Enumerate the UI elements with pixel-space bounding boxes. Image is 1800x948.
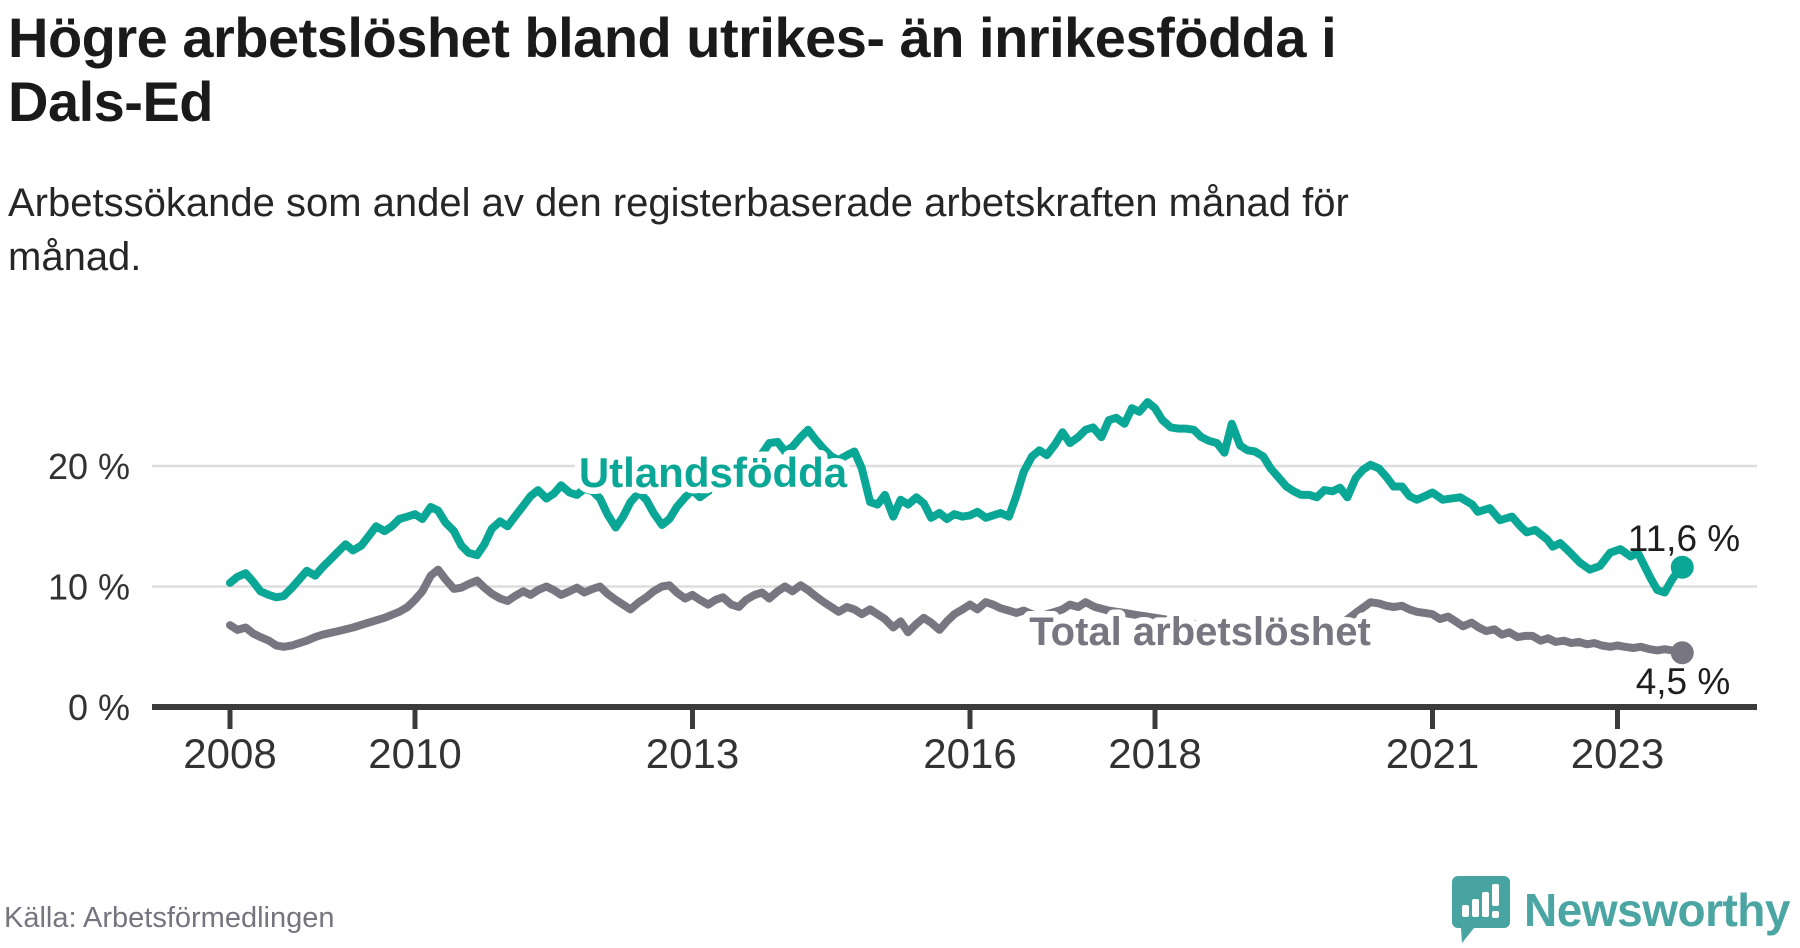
data-series — [226, 398, 1687, 657]
gridlines — [152, 464, 1757, 588]
end-dot-utlandsfodda — [1670, 555, 1694, 579]
series-label-utlandsfodda: Utlandsfödda — [579, 449, 848, 496]
x-tick-label-2021: 2021 — [1386, 730, 1479, 777]
x-axis — [152, 704, 1757, 729]
newsworthy-logo-text: Newsworthy — [1524, 884, 1790, 936]
chart-title-line1: Högre arbetslöshet bland utrikes- än inr… — [8, 6, 1337, 69]
x-tick-label-2023: 2023 — [1571, 730, 1664, 777]
newsworthy-logo: Newsworthy — [1452, 876, 1790, 943]
x-tick-label-2010: 2010 — [368, 730, 461, 777]
source-note: Källa: Arbetsförmedlingen — [4, 902, 335, 934]
x-tick-label-2013: 2013 — [646, 730, 739, 777]
x-tick-label-2016: 2016 — [923, 730, 1016, 777]
x-tick-label-2018: 2018 — [1108, 730, 1201, 777]
bar-chart-glyph — [1462, 884, 1500, 918]
y-tick-label-0: 0 % — [68, 687, 130, 728]
y-tick-label-20: 20 % — [48, 446, 130, 487]
chart-subtitle: Arbetssökande som andel av den registerb… — [8, 176, 1528, 284]
series-line-utlandsfodda — [226, 398, 1687, 602]
chart-subtitle-line1: Arbetssökande som andel av den registerb… — [8, 181, 1349, 225]
series-label-total-arbetsloshet: Total arbetslöshet — [1029, 610, 1371, 654]
axis-labels: 20 % 10 % 0 % 2008 2010 2013 2016 2018 2021 2023 — [48, 446, 1664, 777]
chart-title: Högre arbetslöshet bland utrikes- än inr… — [8, 6, 1788, 134]
chart-title-line2: Dals-Ed — [8, 70, 214, 133]
series-line-total — [226, 565, 1687, 657]
newsworthy-logo-icon — [1452, 876, 1511, 943]
series-endpoints — [1670, 555, 1694, 665]
chart-subtitle-line2: månad. — [8, 235, 142, 279]
end-dot-total — [1670, 641, 1694, 665]
y-tick-label-10: 10 % — [48, 567, 130, 608]
end-value-total: 4,5 % — [1636, 661, 1731, 702]
end-value-utlandsfodda: 11,6 % — [1628, 518, 1740, 559]
x-tick-label-2008: 2008 — [183, 730, 276, 777]
